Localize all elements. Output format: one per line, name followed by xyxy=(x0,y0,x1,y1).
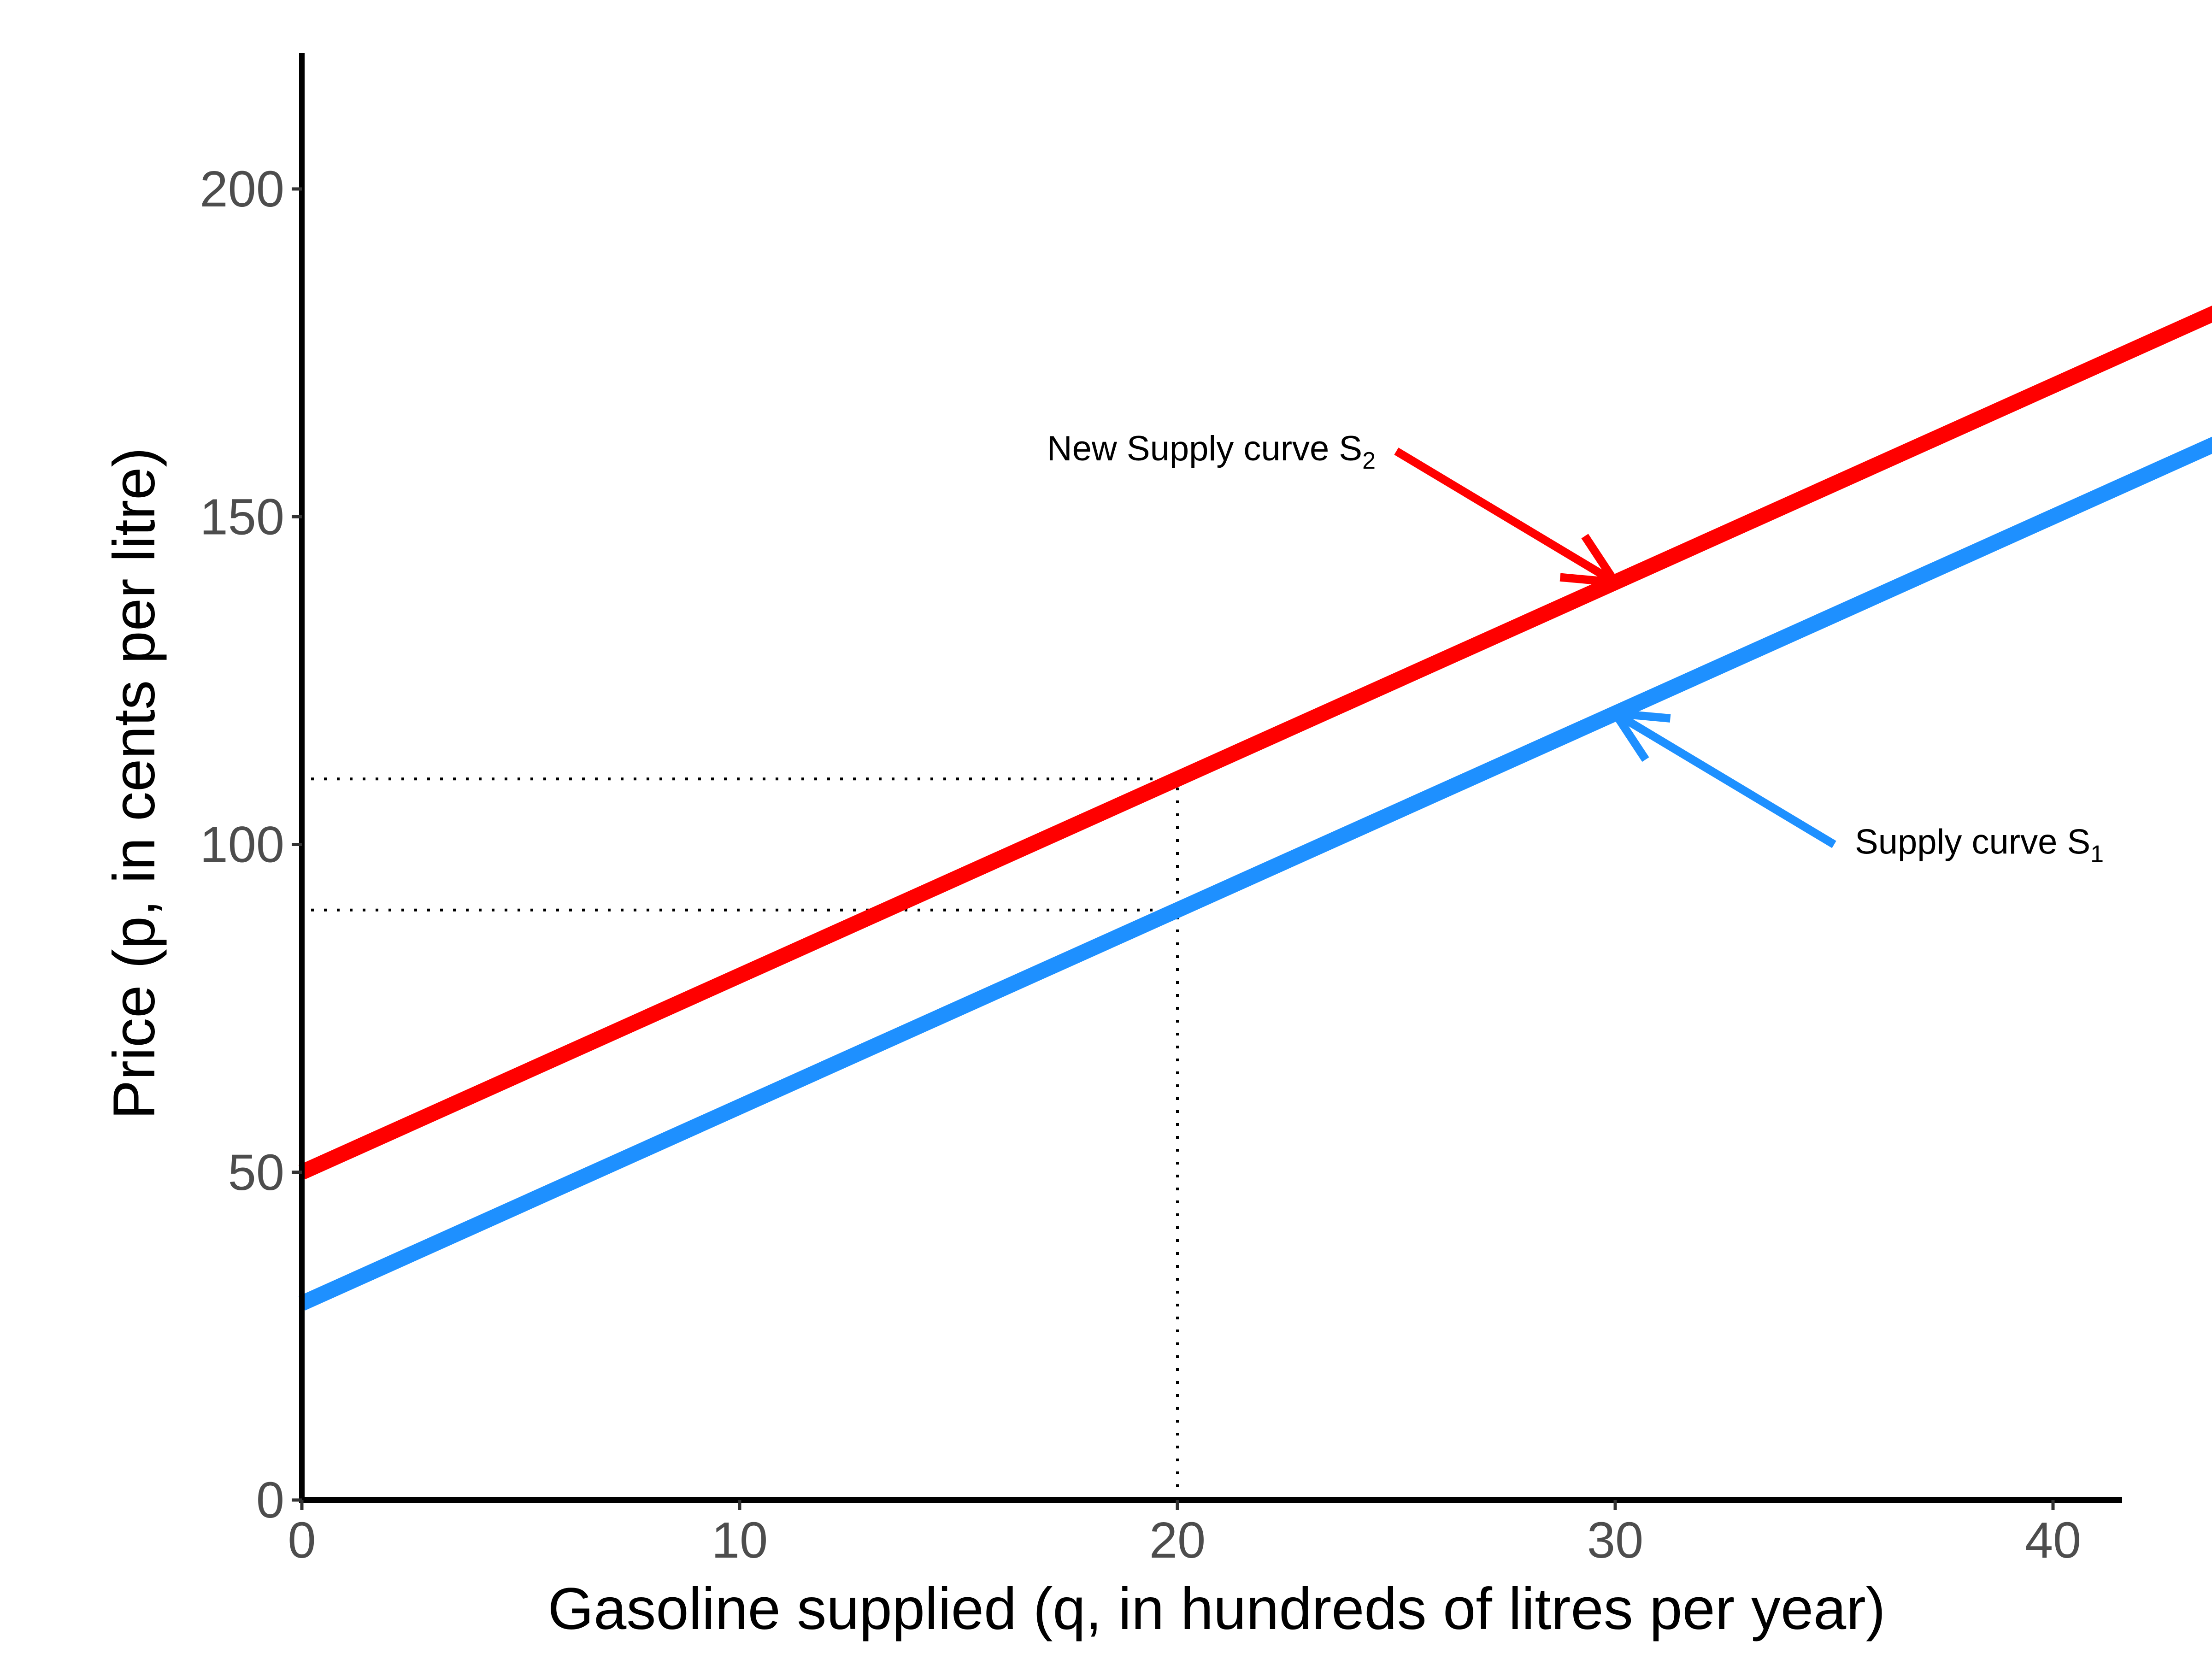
annotation-arrow-s2 xyxy=(1394,447,1618,586)
series-line-s1 xyxy=(299,436,2212,1311)
y-tick-label: 200 xyxy=(200,161,284,218)
x-tick-label: 40 xyxy=(2025,1512,2081,1569)
y-tick-label: 100 xyxy=(200,817,284,873)
y-tick-label: 0 xyxy=(256,1472,284,1529)
series-lines xyxy=(299,306,2212,1311)
axes xyxy=(299,53,2122,1503)
annotation-label-s2: New Supply curve S2 xyxy=(1047,429,1376,474)
y-tick-label: 150 xyxy=(200,488,284,545)
annotation-label-s1: Supply curve S1 xyxy=(1855,823,2104,868)
x-tick-label: 20 xyxy=(1149,1512,1206,1569)
x-tick-label: 30 xyxy=(1587,1512,1643,1569)
reference-lines xyxy=(311,777,1179,1500)
x-axis-title: Gasoline supplied (q, in hundreds of lit… xyxy=(548,1576,1886,1642)
annotations: New Supply curve S2 Supply curve S1 xyxy=(1047,429,2104,868)
x-tick-label: 0 xyxy=(288,1512,316,1569)
y-axis-title: Price (p, in cents per litre) xyxy=(101,447,167,1119)
arrowhead-s1 xyxy=(1607,708,1671,762)
axis-ticks: 0 10 20 30 40 0 50 100 150 200 xyxy=(200,161,2081,1569)
x-tick-label: 10 xyxy=(712,1512,768,1569)
y-tick-label: 50 xyxy=(228,1144,284,1201)
series-line-s2 xyxy=(299,306,2212,1180)
arrowhead-s2 xyxy=(1559,534,1624,588)
annotation-arrow-s1 xyxy=(1613,710,1836,848)
